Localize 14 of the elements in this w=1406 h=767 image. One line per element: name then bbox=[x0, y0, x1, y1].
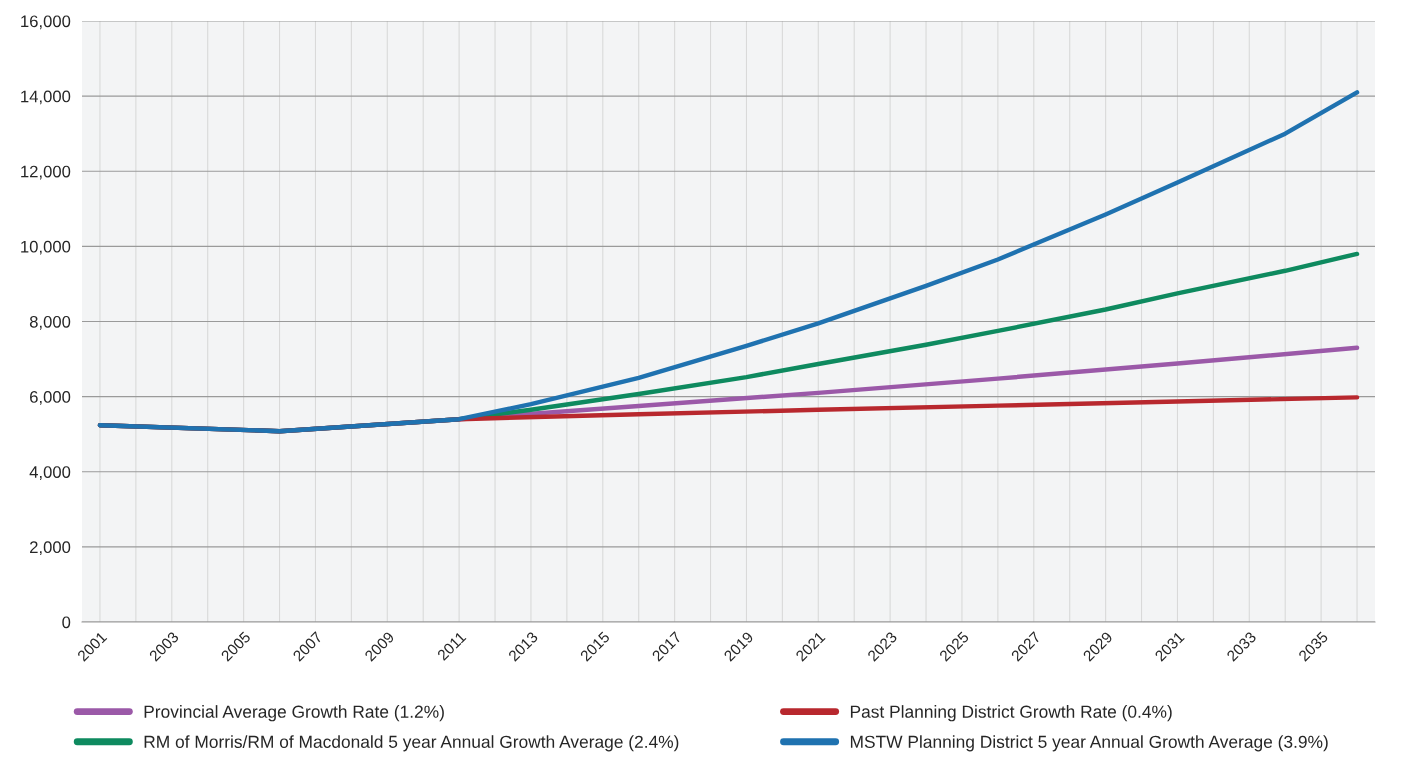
y-tick-label: 6,000 bbox=[30, 391, 71, 405]
y-tick-label: 14,000 bbox=[21, 90, 71, 105]
legend-label: RM of Morris/RM of Macdonald 5 year Annual Growth Average (2.4%) bbox=[144, 735, 679, 752]
y-tick-label: 8,000 bbox=[29, 315, 71, 330]
legend-label: MSTW Planning District 5 year Annual Growth Average (3.9%) bbox=[850, 735, 1328, 752]
y-tick-label: 10,000 bbox=[21, 240, 71, 255]
y-tick-label: 2,000 bbox=[30, 541, 71, 556]
y-tick-label: 16,000 bbox=[21, 15, 71, 30]
legend-label: Provincial Average Growth Rate (1.2%) bbox=[144, 705, 444, 722]
y-tick-label: 12,000 bbox=[21, 165, 71, 180]
y-tick-label: 0 bbox=[62, 616, 71, 629]
y-tick-label: 4,000 bbox=[29, 466, 71, 480]
line-series bbox=[97, 90, 1360, 434]
legend-label: Past Planning District Growth Rate (0.4%) bbox=[850, 705, 1172, 722]
